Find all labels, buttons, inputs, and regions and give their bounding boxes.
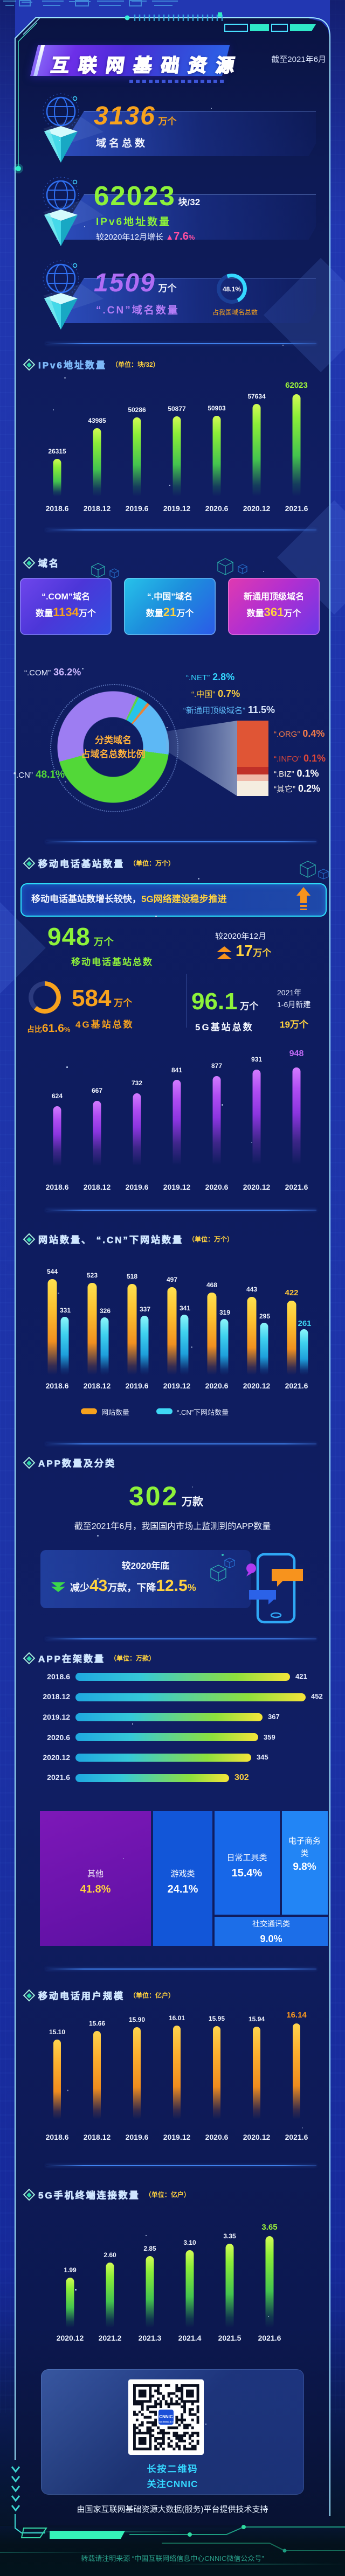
svg-text:CNNIC: CNNIC (159, 2414, 173, 2419)
svg-text:中国互联网络信息中心: 中国互联网络信息中心 (157, 2420, 175, 2423)
